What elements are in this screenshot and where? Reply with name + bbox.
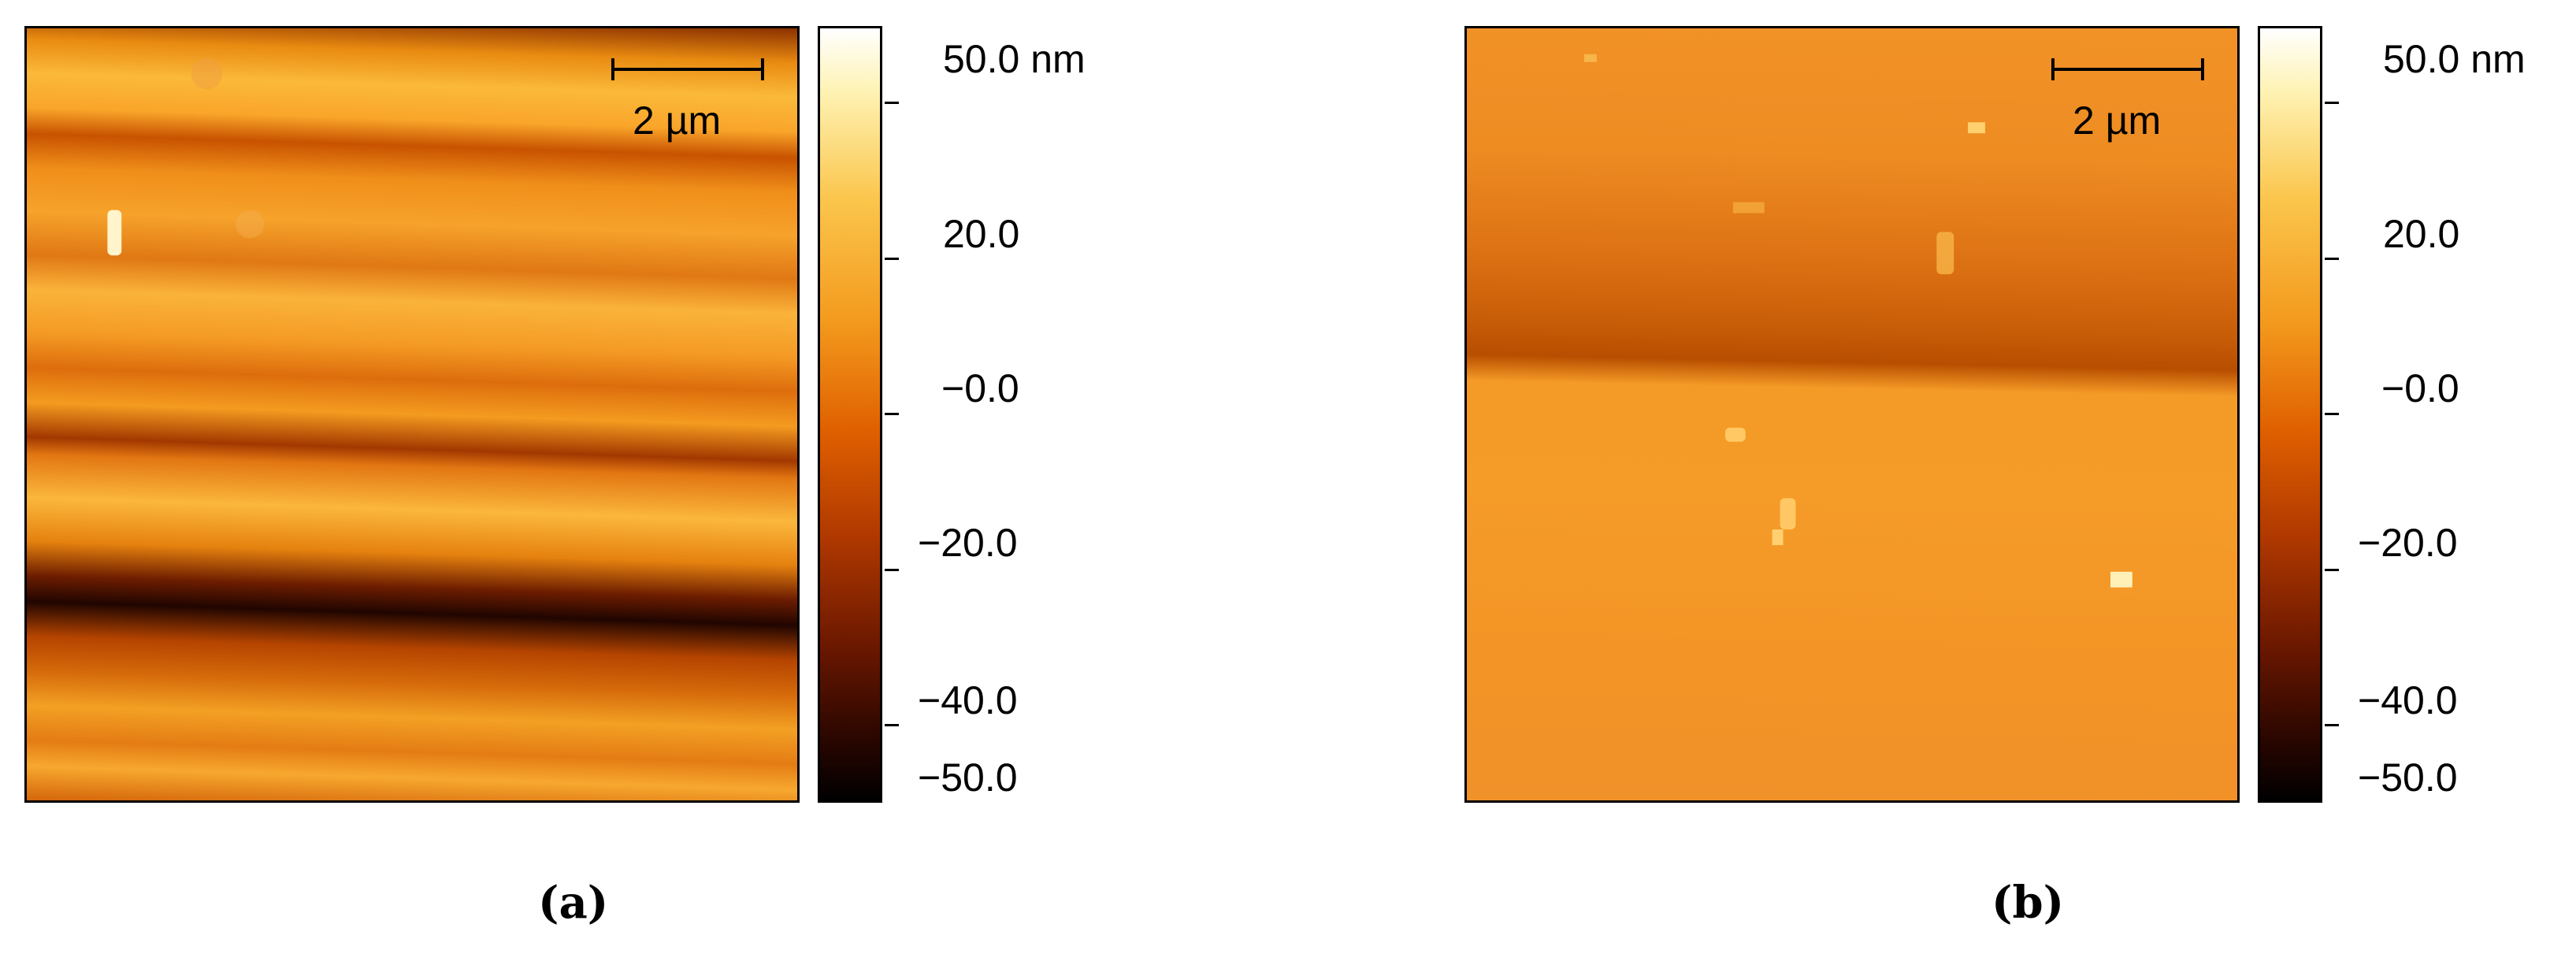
colorbar-min-label-a: −50.0: [918, 755, 1018, 800]
colorbar-tick-label-b: −0.0: [2381, 366, 2459, 410]
panel-label-a: (a): [538, 877, 609, 929]
colorbar-tick-label-b: 20.0: [2383, 212, 2460, 256]
colorbar-max-label-a: 50.0 nm: [943, 37, 1086, 81]
colorbar-tick-label-b: −20.0: [2358, 521, 2458, 565]
colorbar-max-label-b: 50.0 nm: [2383, 37, 2526, 81]
panel-a: 2 µm 50.0 nm 20.0 −0.0 −20.0 −40.0 −50.0…: [24, 26, 1086, 929]
afm-height-map-b: [1467, 28, 2237, 800]
colorbar-min-label-b: −50.0: [2358, 755, 2458, 800]
colorbar-tick-label-b: −40.0: [2358, 678, 2458, 722]
afm-topography-image-a: [24, 26, 800, 803]
colorbar-tick-label-a: −40.0: [918, 678, 1018, 722]
scale-bar-a: [611, 55, 764, 82]
colorbar-a: [818, 26, 882, 803]
colorbar-tick-label-a: −0.0: [941, 366, 1019, 410]
colorbar-tick-label-a: 20.0: [943, 212, 1020, 256]
panel-label-b: (b): [1991, 877, 2065, 929]
scale-bar-label-a: 2 µm: [633, 98, 722, 143]
scale-bar-label-b: 2 µm: [2073, 98, 2162, 143]
afm-topography-image-b: [1464, 26, 2240, 803]
afm-height-map-a: [27, 28, 797, 800]
colorbar-b: [2258, 26, 2322, 803]
scale-bar-b: [2051, 55, 2204, 82]
colorbar-tick-label-a: −20.0: [918, 521, 1018, 565]
panel-b: 2 µm 50.0 nm 20.0 −0.0 −20.0 −40.0 −50.0…: [1440, 0, 2576, 954]
